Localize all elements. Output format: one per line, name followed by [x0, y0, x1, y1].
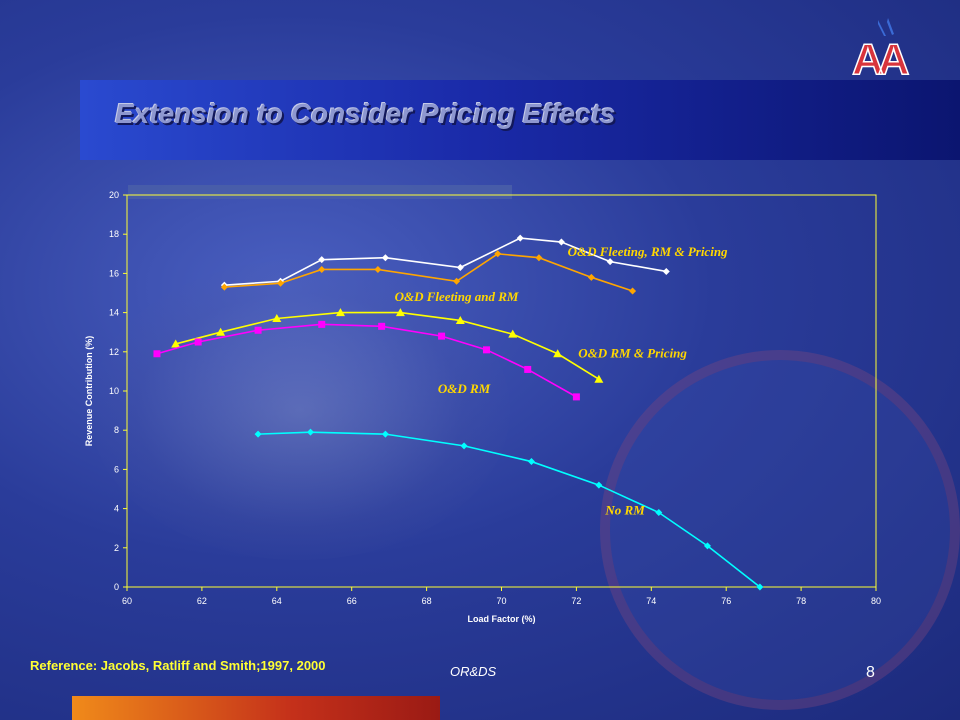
y-tick-label: 18 [109, 229, 119, 239]
data-point [524, 365, 532, 373]
american-airlines-logo: AA [851, 18, 916, 80]
y-axis-label: Revenue Contribution (%) [84, 336, 94, 447]
title-bar [80, 80, 960, 160]
data-point [535, 254, 543, 262]
data-point [153, 350, 161, 358]
x-tick-label: 74 [646, 596, 656, 606]
data-point [494, 250, 502, 258]
y-tick-label: 14 [109, 308, 119, 318]
data-point [553, 349, 563, 358]
data-point [318, 256, 326, 264]
series-line [258, 431, 761, 588]
series-annotation: O&D RM & Pricing [578, 346, 687, 361]
background-eagle-emblem [600, 350, 960, 710]
series-4 [254, 428, 764, 591]
data-point [272, 313, 282, 322]
data-point [655, 509, 663, 517]
data-point [516, 234, 524, 242]
series-1 [220, 250, 637, 295]
data-point [378, 322, 386, 330]
series-annotation: O&D RM [438, 381, 491, 396]
background-airplane [90, 260, 510, 560]
x-tick-label: 60 [122, 596, 132, 606]
y-tick-label: 12 [109, 347, 119, 357]
page-number: 8 [866, 664, 875, 681]
data-point [508, 329, 518, 338]
data-point [527, 458, 535, 466]
reference-text: Reference: Jacobs, Ratliff and Smith;199… [30, 658, 326, 673]
footer-org: OR&DS [450, 664, 497, 679]
data-point [662, 267, 670, 275]
data-point [595, 481, 603, 489]
data-point [216, 327, 226, 336]
series-2 [171, 308, 604, 383]
y-tick-label: 8 [114, 425, 119, 435]
data-point [456, 264, 464, 272]
y-tick-label: 6 [114, 464, 119, 474]
data-point [335, 308, 345, 317]
bottom-accent-bar [72, 696, 440, 720]
data-point [194, 338, 202, 346]
data-point [453, 277, 461, 285]
x-tick-label: 80 [871, 596, 881, 606]
y-tick-label: 20 [109, 190, 119, 200]
x-tick-label: 78 [796, 596, 806, 606]
data-point [703, 542, 711, 550]
x-tick-label: 66 [347, 596, 357, 606]
data-point [629, 287, 637, 295]
data-point [277, 279, 285, 287]
series-line [175, 311, 600, 380]
series-annotation: O&D Fleeting and RM [395, 289, 519, 304]
data-point [220, 283, 228, 291]
data-point [572, 393, 580, 401]
data-point [460, 442, 468, 450]
series-annotation: No RM [604, 502, 645, 517]
x-tick-label: 76 [721, 596, 731, 606]
series-3 [153, 320, 580, 401]
data-point [381, 430, 389, 438]
series-annotation: O&D Fleeting, RM & Pricing [568, 244, 728, 259]
x-axis-label: Load Factor (%) [467, 614, 535, 624]
data-point [254, 430, 262, 438]
series-layer [153, 234, 764, 591]
data-point [254, 326, 262, 334]
data-point [587, 273, 595, 281]
data-point [318, 320, 326, 328]
data-point [557, 238, 565, 246]
series-line [224, 252, 633, 292]
annotation-layer: O&D Fleeting, RM & Pricing O&D Fleeting a… [395, 244, 728, 518]
data-point [756, 583, 764, 591]
x-tick-label: 68 [422, 596, 432, 606]
x-tick-label: 70 [496, 596, 506, 606]
y-tick-label: 2 [114, 543, 119, 553]
data-point [483, 346, 491, 354]
y-tick-label: 0 [114, 582, 119, 592]
x-tick-label: 62 [197, 596, 207, 606]
slide-title: Extension to Consider Pricing Effects [115, 98, 616, 129]
y-tick-label: 4 [114, 504, 119, 514]
data-point [171, 339, 181, 348]
data-point [381, 254, 389, 262]
data-point [455, 315, 465, 324]
y-tick-label: 16 [109, 268, 119, 278]
data-point [606, 258, 614, 266]
x-tick-label: 64 [272, 596, 282, 606]
data-point [594, 374, 604, 383]
data-point [438, 332, 446, 340]
data-point [374, 265, 382, 273]
data-point [307, 428, 315, 436]
data-point [318, 265, 326, 273]
y-tick-label: 10 [109, 386, 119, 396]
x-tick-label: 72 [571, 596, 581, 606]
data-point [395, 308, 405, 317]
